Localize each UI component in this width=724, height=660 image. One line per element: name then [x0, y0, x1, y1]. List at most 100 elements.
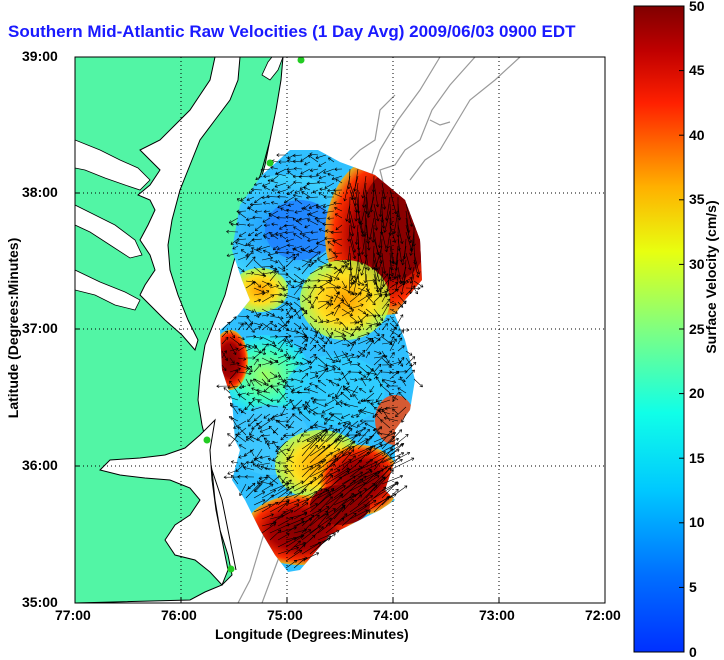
velocity-arrow	[362, 182, 367, 208]
velocity-arrow	[285, 280, 291, 289]
velocity-arrow	[383, 210, 391, 233]
velocity-arrow	[238, 394, 247, 401]
velocity-arrow	[325, 318, 340, 324]
velocity-arrow	[277, 510, 294, 520]
velocity-arrow	[340, 401, 351, 408]
velocity-arrow	[293, 343, 307, 351]
velocity-arrow	[341, 350, 350, 362]
station-markers	[203, 57, 305, 573]
velocity-arrow	[357, 332, 370, 338]
velocity-arrow	[229, 357, 235, 364]
velocity-arrow	[309, 517, 332, 534]
velocity-arrow	[309, 329, 319, 334]
velocity-arrow	[397, 378, 406, 383]
velocity-arrow	[327, 172, 335, 177]
velocity-arrow	[253, 378, 263, 387]
velocity-arrow	[333, 493, 354, 513]
velocity-arrow	[405, 361, 417, 373]
velocity-arrow	[359, 419, 374, 423]
velocity-arrow	[322, 203, 335, 209]
velocity-arrow	[327, 188, 335, 193]
velocity-arrow	[309, 445, 326, 457]
velocity-arrow	[301, 525, 321, 541]
velocity-arrow	[261, 433, 271, 438]
velocity-arrow	[267, 252, 279, 257]
velocity-arrow	[297, 408, 303, 415]
velocity-arrow	[317, 329, 324, 340]
velocity-arrow	[276, 445, 287, 457]
station-marker[interactable]	[203, 436, 211, 444]
velocity-arrow	[325, 476, 343, 492]
velocity-arrow	[322, 222, 335, 226]
velocity-arrow	[341, 360, 353, 366]
velocity-arrow	[365, 456, 392, 471]
velocity-arrow	[245, 271, 254, 275]
velocity-arrow	[318, 161, 327, 167]
velocity-arrow	[253, 476, 268, 492]
station-marker[interactable]	[297, 57, 305, 64]
velocity-arrow	[227, 385, 239, 390]
velocity-arrow	[381, 293, 388, 303]
velocity-arrow	[349, 509, 368, 520]
velocity-arrow	[341, 280, 347, 289]
velocity-arrow	[309, 375, 319, 380]
velocity-arrow	[325, 485, 346, 499]
station-marker[interactable]	[227, 565, 235, 573]
velocity-arrow	[384, 406, 399, 411]
velocity-arrow	[301, 278, 311, 283]
velocity-arrow	[293, 233, 303, 240]
velocity-arrow	[349, 495, 373, 513]
velocity-arrow	[292, 193, 303, 198]
velocity-arrow	[261, 308, 275, 317]
velocity-arrow	[333, 300, 345, 310]
velocity-arrow	[292, 217, 303, 226]
velocity-arrow	[405, 286, 421, 291]
velocity-arrow	[221, 336, 229, 345]
velocity-arrow	[221, 350, 227, 359]
velocity-arrow	[276, 215, 287, 220]
velocity-arrow	[248, 231, 255, 237]
velocity-arrow	[261, 294, 275, 303]
velocity-arrow	[238, 231, 247, 237]
velocity-arrow	[337, 420, 351, 426]
velocity-arrow	[392, 392, 399, 402]
velocity-arrow	[325, 469, 341, 478]
velocity-arrow	[293, 285, 302, 296]
velocity-arrow	[365, 475, 380, 485]
map-title: Southern Mid-Atlantic Raw Velocities (1 …	[8, 22, 576, 41]
velocity-arrow	[398, 391, 407, 401]
velocity-arrow	[293, 488, 307, 499]
velocity-arrow	[253, 348, 266, 359]
velocity-arrow	[389, 282, 399, 289]
velocity-arrow	[349, 494, 363, 506]
velocity-arrow	[349, 238, 357, 260]
velocity-arrow	[324, 413, 335, 425]
velocity-arrow	[397, 330, 405, 338]
velocity-arrow	[306, 434, 319, 442]
velocity-arrow	[280, 434, 287, 441]
velocity-arrow	[381, 378, 397, 384]
velocity-arrow	[235, 433, 247, 443]
velocity-arrow	[250, 379, 255, 387]
velocity-arrow	[373, 449, 400, 464]
velocity-arrow	[333, 240, 343, 247]
velocity-arrow	[277, 485, 295, 499]
velocity-arrow	[269, 360, 279, 366]
velocity-arrow	[333, 475, 356, 492]
velocity-arrow	[373, 350, 382, 355]
velocity-arrow	[381, 435, 395, 450]
velocity-arrow	[357, 371, 367, 378]
velocity-arrow	[250, 187, 263, 192]
velocity-arrow	[312, 400, 327, 408]
velocity-arrow	[309, 168, 319, 172]
velocity-arrow	[277, 461, 287, 465]
velocity-arrow	[373, 354, 386, 366]
velocity-arrow	[341, 449, 355, 464]
velocity-arrow	[349, 370, 362, 375]
colorbar	[633, 5, 685, 653]
velocity-arrow	[308, 154, 319, 163]
station-marker[interactable]	[266, 159, 274, 167]
velocity-arrow	[306, 181, 319, 186]
velocity-arrow	[238, 444, 247, 450]
velocity-arrow	[365, 252, 371, 271]
